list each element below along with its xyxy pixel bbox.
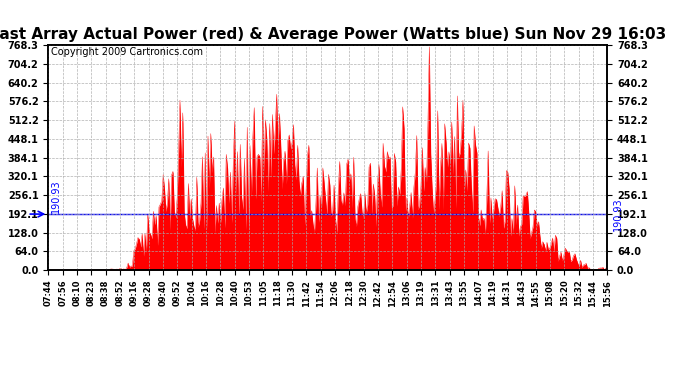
Text: 190.93: 190.93	[51, 179, 61, 213]
Text: Copyright 2009 Cartronics.com: Copyright 2009 Cartronics.com	[51, 47, 203, 57]
Text: 190.93: 190.93	[613, 197, 623, 231]
Title: East Array Actual Power (red) & Average Power (Watts blue) Sun Nov 29 16:03: East Array Actual Power (red) & Average …	[0, 27, 667, 42]
